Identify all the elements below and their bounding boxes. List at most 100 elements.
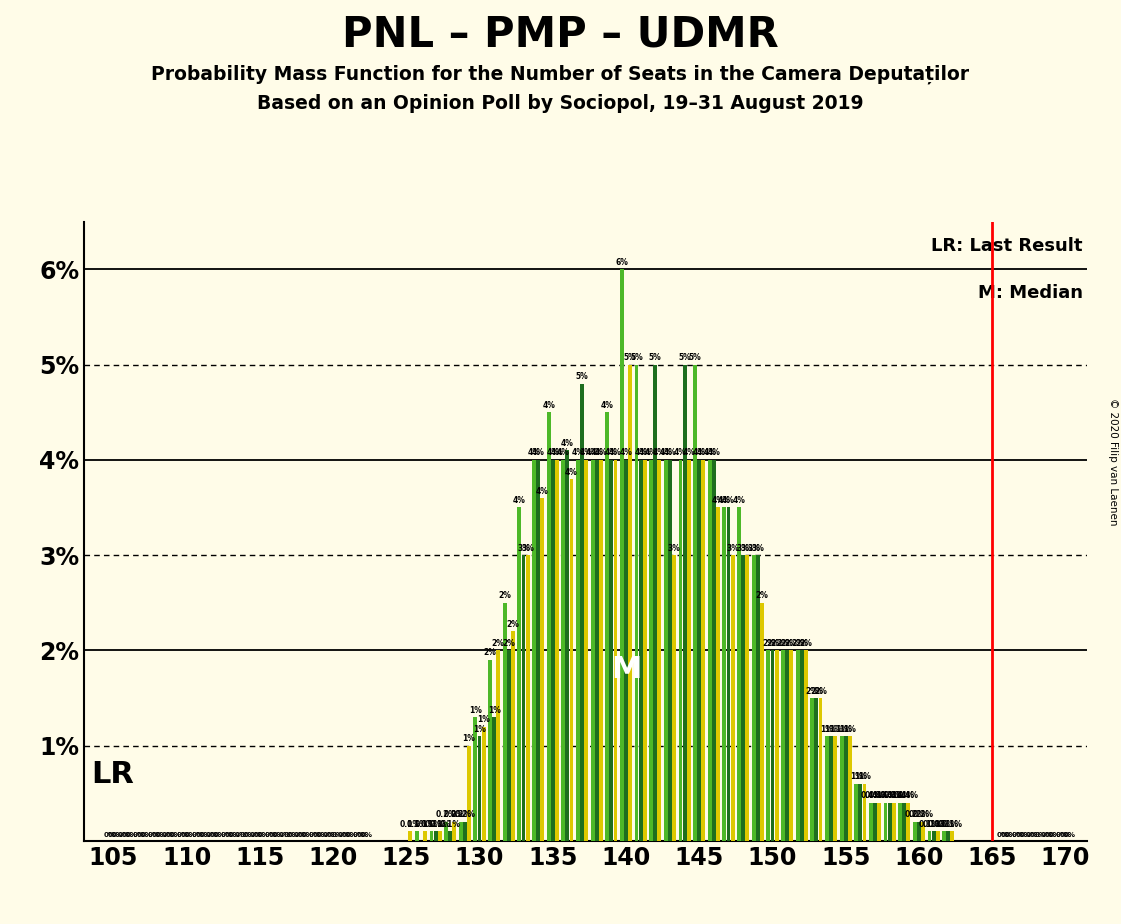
Bar [840,736,843,841]
Text: 0%: 0% [151,833,164,838]
Text: 4%: 4% [536,487,548,495]
Bar [902,803,906,841]
Bar [444,821,448,841]
Text: 0%: 0% [210,833,222,838]
Text: 5%: 5% [576,372,589,382]
Bar [830,736,833,841]
Bar [722,507,726,841]
Text: 0%: 0% [192,833,203,838]
Text: 0%: 0% [302,833,314,838]
Bar [921,821,925,841]
Text: 4%: 4% [594,448,608,457]
Text: 1%: 1% [463,735,475,743]
Text: 4%: 4% [683,448,695,457]
Text: 3%: 3% [726,543,739,553]
Text: Probability Mass Function for the Number of Seats in the Camera Deputaților: Probability Mass Function for the Number… [151,65,970,84]
Bar [799,650,804,841]
Text: 0%: 0% [214,833,226,838]
Text: 0%: 0% [132,833,145,838]
Text: 0.1%: 0.1% [919,820,941,829]
Text: 0%: 0% [239,833,251,838]
Bar [429,832,434,841]
Text: 2%: 2% [756,591,768,601]
Bar [526,555,529,841]
Bar [580,383,584,841]
Text: 4%: 4% [591,448,603,457]
Bar [770,650,775,841]
Text: 2%: 2% [791,639,804,648]
Text: 0%: 0% [250,833,261,838]
Text: 0%: 0% [180,833,193,838]
Text: 4%: 4% [605,448,618,457]
Text: 0.2%: 0.2% [444,810,465,820]
Bar [687,460,691,841]
Text: 0%: 0% [287,833,299,838]
Text: 1%: 1% [850,772,863,782]
Text: 4%: 4% [620,448,632,457]
Text: 1%: 1% [488,706,501,714]
Text: 0%: 0% [337,833,350,838]
Bar [634,365,639,841]
Text: 1%: 1% [469,706,482,714]
Text: 4%: 4% [707,448,721,457]
Bar [693,365,697,841]
Text: 4%: 4% [652,448,666,457]
Text: 0%: 0% [356,833,369,838]
Text: 1%: 1% [843,724,856,734]
Bar [521,555,526,841]
Text: 4%: 4% [697,448,710,457]
Text: 0%: 0% [1020,833,1031,838]
Bar [818,698,823,841]
Text: 4%: 4% [572,448,584,457]
Text: 0%: 0% [200,833,212,838]
Text: 0%: 0% [111,833,123,838]
Bar [844,736,847,841]
Text: 4%: 4% [546,448,559,457]
Text: 5%: 5% [623,353,637,362]
Text: 0%: 0% [127,833,138,838]
Bar [726,507,731,841]
Text: 1%: 1% [473,724,487,734]
Text: 0%: 0% [206,833,217,838]
Text: 0%: 0% [243,833,256,838]
Text: 4%: 4% [638,448,651,457]
Text: 2%: 2% [499,591,511,601]
Bar [738,507,741,841]
Text: 0%: 0% [170,833,182,838]
Text: 0%: 0% [103,833,115,838]
Text: LR: Last Result: LR: Last Result [932,237,1083,255]
Bar [731,555,734,841]
Bar [565,450,569,841]
Text: 0%: 0% [316,833,328,838]
Text: 0.1%: 0.1% [938,820,958,829]
Bar [569,479,574,841]
Text: 1%: 1% [825,724,837,734]
Bar [613,460,618,841]
Bar [678,460,683,841]
Bar [547,412,550,841]
Text: 0%: 0% [1011,833,1023,838]
Text: 0%: 0% [1064,833,1075,838]
Text: 2%: 2% [502,639,516,648]
Text: 1%: 1% [828,724,842,734]
Bar [628,365,632,841]
Text: © 2020 Filip van Laenen: © 2020 Filip van Laenen [1109,398,1118,526]
Bar [473,717,478,841]
Text: 0.4%: 0.4% [864,791,886,800]
Text: 2%: 2% [492,639,504,648]
Bar [888,803,891,841]
Text: 4%: 4% [586,448,599,457]
Bar [707,460,712,841]
Text: 0%: 0% [118,833,130,838]
Text: 0.4%: 0.4% [893,791,915,800]
Text: 5%: 5% [649,353,661,362]
Text: 2%: 2% [785,639,798,648]
Bar [518,507,521,841]
Text: 6%: 6% [615,258,629,267]
Bar [859,784,862,841]
Bar [620,270,624,841]
Text: 0.2%: 0.2% [912,810,934,820]
Text: 1%: 1% [854,772,867,782]
Bar [712,460,716,841]
Text: LR: LR [92,760,135,789]
